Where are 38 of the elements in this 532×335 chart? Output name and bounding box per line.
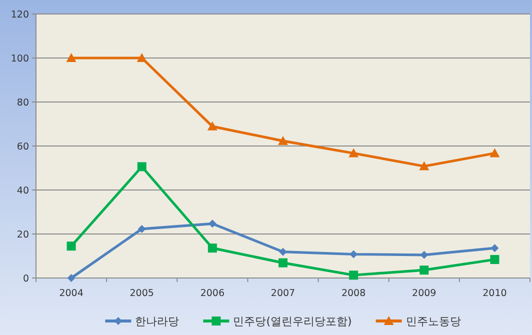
x-tick-label: 2009	[412, 288, 436, 299]
x-tick-label: 2005	[130, 288, 154, 299]
point	[490, 255, 500, 264]
point	[278, 136, 288, 145]
y-tick-label: 80	[16, 98, 29, 108]
y-tick-label: 20	[16, 230, 29, 240]
point	[350, 250, 358, 258]
legend-label: 한나라당	[135, 315, 180, 328]
legend-label: 민주노동당	[406, 315, 461, 328]
point	[137, 162, 146, 172]
legend-label: 민주당(열린우리당포함)	[233, 315, 352, 328]
point	[208, 244, 217, 253]
point	[67, 274, 76, 282]
point	[66, 242, 76, 251]
point	[279, 248, 287, 256]
point	[490, 148, 500, 158]
point	[278, 258, 288, 268]
y-tick-label: 60	[16, 142, 29, 152]
point	[420, 250, 428, 259]
point	[138, 224, 146, 233]
y-tick-label: 0	[22, 274, 29, 284]
y-tick-label: 40	[16, 186, 29, 196]
x-tick-label: 2007	[270, 288, 296, 299]
point	[419, 161, 430, 170]
point	[490, 244, 499, 252]
point	[349, 270, 358, 280]
x-tick-label: 2010	[482, 288, 507, 299]
point	[66, 53, 76, 62]
y-tick-label: 120	[10, 10, 29, 20]
point	[207, 121, 218, 130]
point	[348, 148, 359, 158]
x-tick-label: 2008	[341, 288, 366, 299]
x-tick-label: 2006	[200, 288, 225, 299]
point	[208, 220, 216, 228]
y-tick-label: 100	[10, 54, 29, 64]
point	[420, 266, 429, 275]
x-tick-label: 2004	[59, 288, 84, 299]
point	[136, 53, 147, 62]
